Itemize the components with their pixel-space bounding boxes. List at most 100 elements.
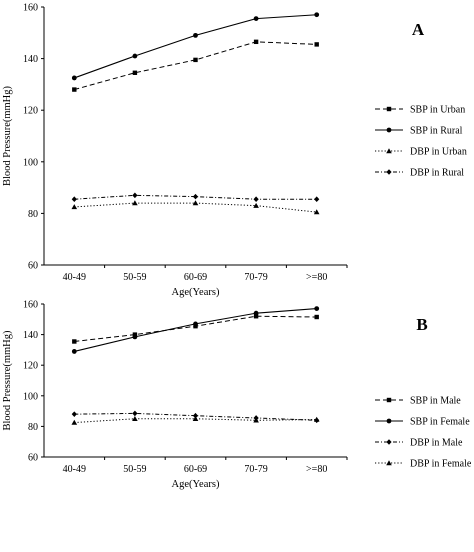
data-point <box>314 12 320 18</box>
series-dbp-in-female <box>71 415 320 425</box>
data-point <box>253 202 259 208</box>
data-point <box>192 193 199 200</box>
y-axis-label: Blood Pressure(mmHg) <box>2 85 13 186</box>
data-point <box>253 314 259 319</box>
panel-label: A <box>412 20 425 39</box>
y-axis-label: Blood Pressure(mmHg) <box>2 330 13 431</box>
data-point <box>253 310 259 316</box>
legend-marker <box>386 127 392 133</box>
y-tick-label: 160 <box>23 3 38 14</box>
series-line <box>74 14 317 79</box>
data-point <box>72 339 77 344</box>
legend-label: DBP in Female <box>410 459 472 470</box>
data-point <box>253 16 259 22</box>
data-point <box>71 196 77 203</box>
legend-entry: DBP in Urban <box>375 147 467 158</box>
series-sbp-in-urban <box>72 39 319 92</box>
legend-entry: SBP in Female <box>375 417 470 428</box>
legend-label: DBP in Male <box>410 438 463 449</box>
series-sbp-in-male <box>72 314 319 344</box>
x-tick-label: 70-79 <box>244 464 267 475</box>
data-point <box>71 411 77 417</box>
data-point <box>193 32 198 38</box>
data-point <box>314 42 319 47</box>
y-tick-label: 100 <box>23 391 38 402</box>
data-point <box>253 417 259 423</box>
x-tick-label: 40-49 <box>63 464 86 475</box>
data-point <box>192 412 199 419</box>
data-point <box>132 410 138 417</box>
panel-label: B <box>416 315 427 334</box>
data-point <box>193 321 198 327</box>
legend-marker <box>386 106 392 112</box>
series-line <box>74 308 317 352</box>
legend-label: SBP in Male <box>410 396 461 407</box>
legend-label: SBP in Urban <box>410 105 465 116</box>
y-tick-label: 100 <box>23 157 38 168</box>
x-tick-label: >=80 <box>306 272 327 283</box>
legend-label: SBP in Female <box>410 417 470 428</box>
data-point <box>253 39 259 45</box>
data-point <box>132 70 138 75</box>
x-tick-label: 40-49 <box>63 272 86 283</box>
data-point <box>71 419 78 425</box>
data-point <box>72 87 77 92</box>
x-tick-label: 50-59 <box>123 272 146 283</box>
x-axis-label: Age(Years) <box>172 479 220 490</box>
y-tick-label: 140 <box>23 330 38 341</box>
data-point <box>71 204 78 210</box>
series-sbp-in-rural <box>71 12 320 81</box>
x-tick-label: 60-69 <box>184 464 207 475</box>
legend-entry: DBP in Female <box>375 459 472 470</box>
data-point <box>132 334 138 340</box>
legend-marker <box>386 418 392 424</box>
y-tick-label: 60 <box>28 261 38 272</box>
series-sbp-in-female <box>71 306 320 354</box>
x-tick-label: >=80 <box>306 464 327 475</box>
x-tick-label: 70-79 <box>244 272 267 283</box>
data-point <box>253 196 259 203</box>
legend-label: DBP in Rural <box>410 168 464 179</box>
legend-entry: SBP in Male <box>375 396 461 407</box>
y-tick-label: 160 <box>23 300 38 311</box>
chart-panel-a: 60 80 100 120 140 160 40-49 50-59 60-69 70-79 >=80… <box>2 3 467 299</box>
series-line <box>74 315 317 342</box>
data-point <box>132 53 138 59</box>
data-point <box>132 200 138 206</box>
series-dbp-in-rural <box>71 192 320 203</box>
chart-panel-b: 60 80 100 120 140 160 40-49 50-59 60-69 70-79 >=80… <box>2 300 472 491</box>
y-tick-label: 120 <box>23 106 38 117</box>
data-point <box>71 75 77 81</box>
data-point <box>313 209 320 215</box>
y-tick-label: 80 <box>28 422 38 433</box>
legend-marker <box>386 148 392 154</box>
data-point <box>132 415 138 421</box>
legend-entry: DBP in Rural <box>375 168 464 179</box>
legend-marker <box>386 397 392 403</box>
x-axis-label: Age(Years) <box>172 287 220 298</box>
x-tick-label: 50-59 <box>123 464 146 475</box>
data-point <box>314 196 320 203</box>
series-line <box>74 418 317 424</box>
data-point <box>192 200 199 206</box>
data-point <box>192 415 199 421</box>
legend-marker <box>386 169 392 175</box>
x-tick-label: 60-69 <box>184 272 207 283</box>
data-point <box>193 57 198 63</box>
y-tick-label: 60 <box>28 453 38 464</box>
y-tick-label: 140 <box>23 54 38 65</box>
series-line <box>74 202 317 213</box>
data-point <box>71 349 77 354</box>
data-point <box>132 192 138 199</box>
legend-entry: DBP in Male <box>375 438 463 449</box>
data-point <box>313 416 320 422</box>
legend-marker <box>386 460 392 466</box>
data-point <box>314 314 319 320</box>
data-point <box>314 306 320 311</box>
legend-entry: SBP in Rural <box>375 126 463 137</box>
legend-entry: SBP in Urban <box>375 105 465 116</box>
y-tick-label: 80 <box>28 209 38 220</box>
series-line <box>74 41 317 91</box>
series-dbp-in-urban <box>71 200 320 215</box>
